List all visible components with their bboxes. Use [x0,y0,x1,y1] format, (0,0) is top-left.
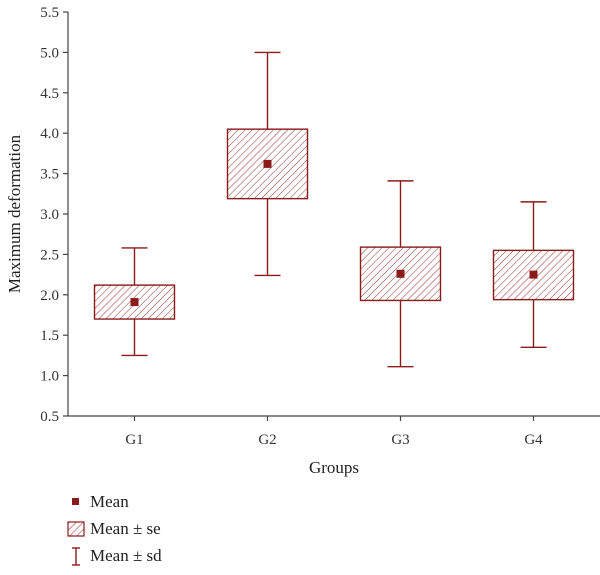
y-axis-label: Maximum deformation [5,134,24,293]
se-box [93,284,176,320]
legend-item-mean: Mean [66,488,162,515]
mean-marker [529,270,538,279]
box-group-g1 [93,247,176,357]
legend-item-se: Mean ± se [66,515,162,542]
mean-marker-icon [72,497,79,505]
legend-item-sd: Mean ± sd [66,542,162,569]
y-tick-label: 3.5 [40,167,59,183]
y-tick-label: 4.0 [40,126,59,142]
y-tick-label: 2.0 [40,288,59,304]
x-tick-label: G1 [125,432,143,448]
mean-marker [263,159,272,168]
x-tick-label: G4 [524,432,543,448]
y-tick-label: 5.0 [40,45,59,61]
y-tick-label: 4.5 [40,86,59,102]
box-group-g2 [226,51,309,277]
x-axis-label: Groups [309,458,359,477]
mean-marker [396,269,405,278]
plot-area [93,51,575,368]
legend-label-mean: Mean [90,491,129,511]
y-tick-label: 1.5 [40,328,59,344]
y-tick-label: 0.5 [40,409,59,425]
legend-label-sd: Mean ± sd [90,545,162,565]
mean-marker [130,298,139,307]
y-tick-label: 2.5 [40,247,59,263]
box-group-g3 [359,180,442,368]
legend: Mean Mean ± se Mean ± sd [66,488,162,569]
y-tick-label: 3.0 [40,207,59,223]
legend-label-se: Mean ± se [90,518,161,538]
x-tick-label: G2 [258,432,276,448]
hatched-box-icon [67,520,85,537]
box-chart: 0.5 1.0 1.5 2.0 2.5 3.0 3.5 4.0 4.5 5.0 5.5 G1 G2 G3 G… [5,5,600,477]
axes: 0.5 1.0 1.5 2.0 2.5 3.0 3.5 4.0 4.5 5.0 5.5 G1 G2 G3 G… [40,5,600,448]
y-tick-label: 5.5 [40,5,59,21]
y-tick-label: 1.0 [40,369,59,385]
box-group-g4 [492,201,575,349]
error-bar-icon [72,546,80,566]
x-tick-label: G3 [391,432,409,448]
